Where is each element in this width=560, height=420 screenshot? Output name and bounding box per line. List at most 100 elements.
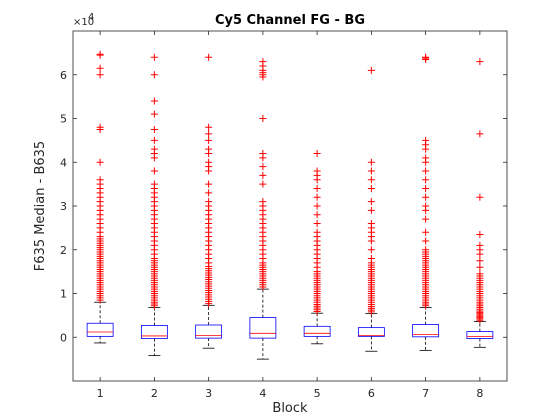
outlier-point <box>422 167 430 175</box>
outlier-point <box>259 198 267 206</box>
outlier-point <box>150 180 158 188</box>
outlier-point <box>205 189 213 197</box>
outlier-point <box>259 163 267 171</box>
outlier-point <box>422 193 430 201</box>
outlier-point <box>422 154 430 162</box>
outlier-point <box>259 171 267 179</box>
outlier-point <box>313 167 321 175</box>
outlier-point <box>422 237 430 245</box>
outlier-point <box>367 246 375 254</box>
outlier-point <box>150 71 158 79</box>
outlier-point <box>150 97 158 105</box>
box-group <box>466 58 494 348</box>
y-axis: 0 1 2 3 4 5 6 <box>60 69 507 344</box>
outlier-point <box>150 53 158 61</box>
y-tick-label: 2 <box>60 244 67 257</box>
x-tick-label: 8 <box>476 387 483 400</box>
outlier-point <box>205 198 213 206</box>
outlier-point <box>313 228 321 236</box>
box <box>249 317 277 339</box>
x-tick-label: 7 <box>422 387 429 400</box>
outlier-point <box>367 66 375 74</box>
y-multiplier-label: ×10 <box>73 17 94 28</box>
outlier-point <box>150 167 158 175</box>
x-tick-label: 6 <box>368 387 375 400</box>
outlier-point <box>259 115 267 122</box>
x-tick-label: 2 <box>151 387 158 400</box>
outlier-point <box>150 145 158 153</box>
outlier-point <box>367 255 375 262</box>
outlier-point <box>422 53 430 61</box>
box-group <box>249 58 277 360</box>
y-multiplier-exponent: 4 <box>88 12 94 23</box>
outlier-point <box>476 241 484 249</box>
box-group <box>140 53 168 357</box>
outlier-point <box>96 176 104 184</box>
x-axis-label: Block <box>272 401 308 416</box>
outlier-point <box>476 270 484 278</box>
y-tick-label: 4 <box>60 156 67 169</box>
outlier-point <box>205 180 213 188</box>
outlier-point <box>367 220 375 227</box>
outlier-point <box>476 130 484 138</box>
outlier-point <box>367 167 375 175</box>
outlier-point <box>313 193 321 201</box>
outlier-point <box>422 228 430 236</box>
y-tick-label: 3 <box>60 200 67 213</box>
outlier-point <box>96 123 104 131</box>
outlier-point <box>476 230 484 238</box>
y-tick-label: 5 <box>60 113 67 126</box>
x-tick-label: 4 <box>259 387 266 400</box>
outlier-point <box>313 185 321 192</box>
outlier-point <box>150 110 158 118</box>
outlier-point <box>205 123 213 131</box>
outlier-point <box>150 125 158 133</box>
box-group <box>86 50 114 344</box>
x-tick-label: 5 <box>314 387 321 400</box>
outlier-point <box>367 206 375 214</box>
outlier-point <box>259 58 267 66</box>
box <box>466 331 494 339</box>
box <box>412 324 440 338</box>
outlier-point <box>367 158 375 166</box>
outlier-point <box>422 136 430 144</box>
chart-title: Cy5 Channel FG - BG <box>215 13 365 28</box>
box <box>140 325 168 339</box>
box <box>303 325 331 337</box>
outlier-point <box>205 130 213 138</box>
outlier-point <box>476 193 484 201</box>
outlier-point <box>96 158 104 166</box>
outlier-point <box>422 185 430 192</box>
x-axis: 1 2 3 4 5 6 7 8 <box>97 31 483 400</box>
plot-area <box>73 31 507 381</box>
outlier-point <box>367 185 375 192</box>
outlier-point <box>367 198 375 206</box>
outlier-point <box>313 211 321 219</box>
y-tick-label: 1 <box>60 288 67 301</box>
box-group <box>303 150 331 345</box>
outlier-point <box>422 202 430 210</box>
outlier-point <box>476 58 484 66</box>
outlier-point <box>205 145 213 153</box>
outlier-point <box>422 176 430 184</box>
box-group <box>412 53 440 351</box>
outlier-point <box>259 150 267 157</box>
outlier-point <box>96 64 104 72</box>
box-group <box>195 53 223 349</box>
outlier-point <box>205 136 213 144</box>
box <box>195 324 223 339</box>
box <box>357 327 385 337</box>
outlier-point <box>476 263 484 271</box>
outlier-point <box>150 136 158 144</box>
outlier-point <box>422 246 430 254</box>
y-tick-label: 0 <box>60 331 67 344</box>
outlier-point <box>313 202 321 210</box>
outlier-point <box>96 50 104 58</box>
outlier-point <box>476 257 484 265</box>
x-tick-label: 1 <box>97 387 104 400</box>
box-group <box>357 66 385 352</box>
box <box>86 322 114 337</box>
outlier-point <box>205 158 213 166</box>
outlier-point <box>259 180 267 188</box>
